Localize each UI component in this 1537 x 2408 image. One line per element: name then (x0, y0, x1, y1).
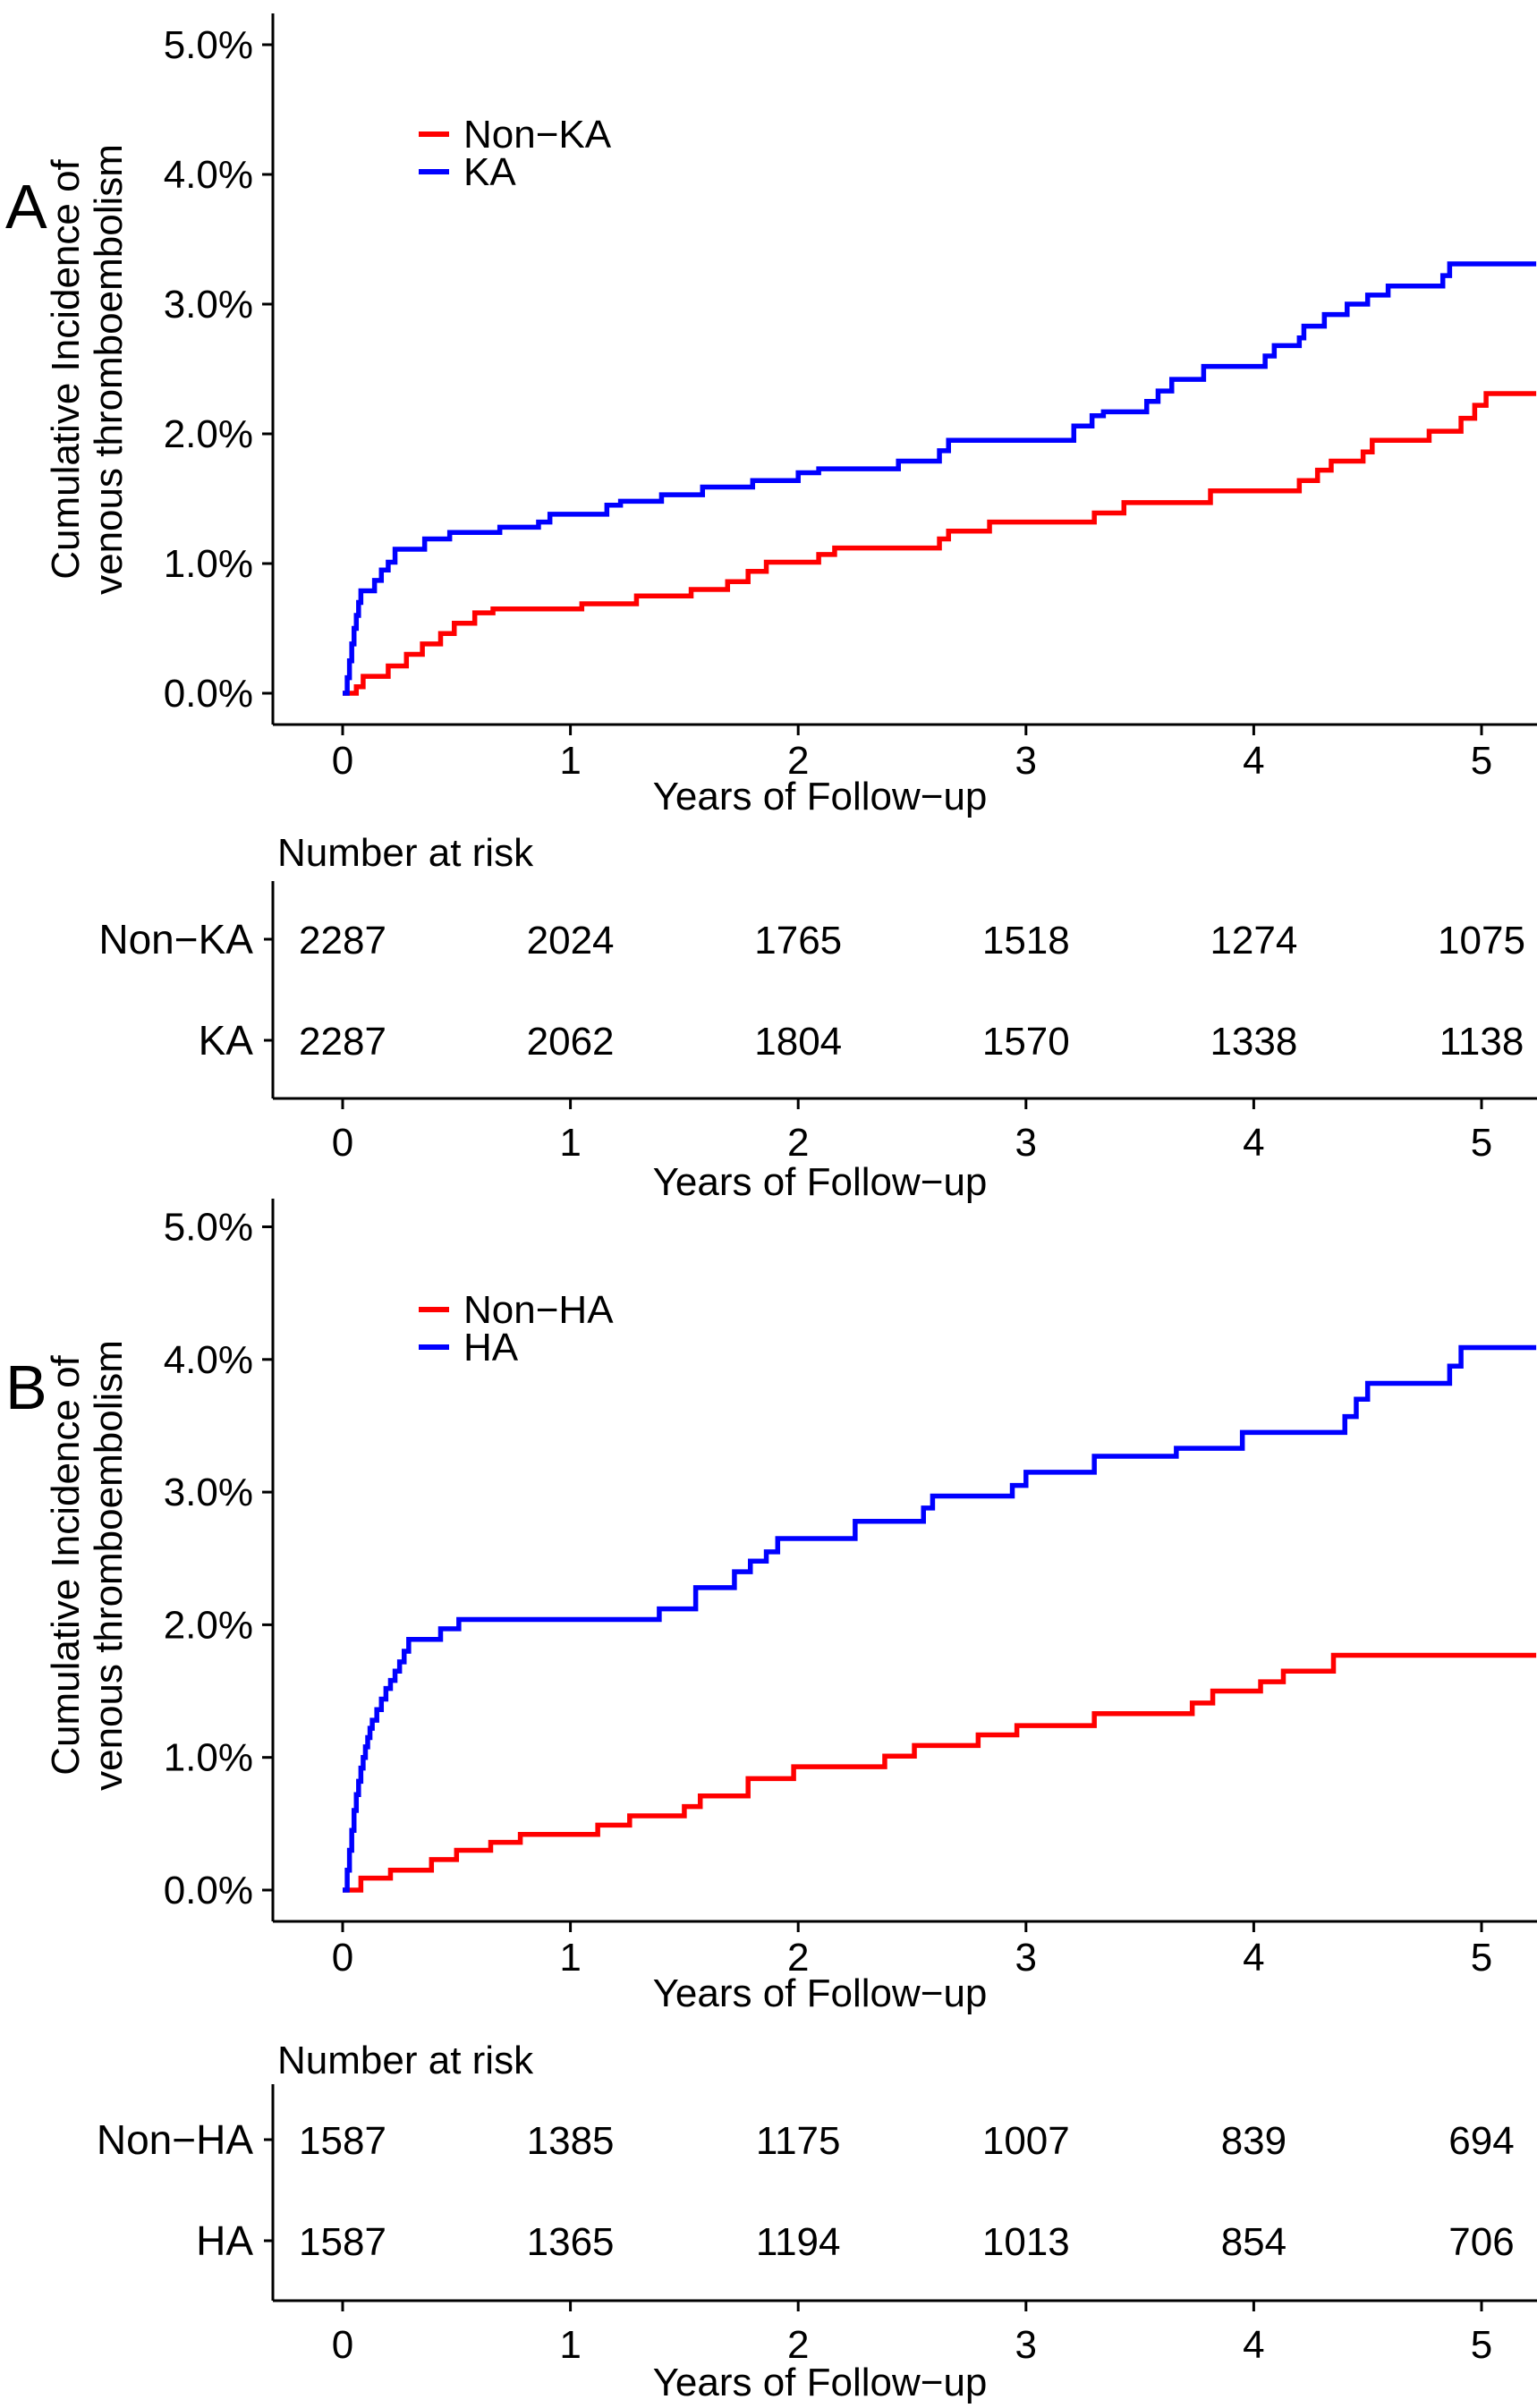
risk-value: 1385 (527, 2119, 615, 2163)
curve-HA (343, 1344, 1537, 1893)
risk-value: 1274 (1210, 919, 1297, 962)
y-tick-label: 5.0% (164, 23, 253, 67)
legend-label: HA (463, 1326, 519, 1369)
risk-value: 2062 (527, 1020, 615, 1064)
x-axis-title: Years of Follow−up (653, 775, 988, 818)
risk-x-tick-label: 4 (1243, 1121, 1264, 1165)
y-tick-label: 3.0% (164, 1471, 253, 1514)
risk-x-axis-title: Years of Follow−up (653, 2361, 988, 2404)
curve-Non−KA (343, 391, 1537, 696)
risk-x-tick-label: 3 (1015, 2323, 1037, 2367)
curve-Non−HA (343, 1652, 1537, 1893)
risk-value: 854 (1221, 2220, 1286, 2264)
x-tick-label: 5 (1471, 739, 1492, 783)
legend-label: Non−HA (463, 1288, 614, 1332)
y-axis-title-line1: Cumulative Incidence of (44, 158, 88, 579)
risk-value: 839 (1221, 2119, 1286, 2163)
risk-value: 2287 (299, 919, 386, 962)
risk-x-tick-label: 0 (332, 2323, 353, 2367)
risk-value: 1765 (754, 919, 842, 962)
risk-value: 2024 (527, 919, 615, 962)
panel-b: 0.0% 1.0% 2.0% 3.0% 4.0% 5.0% 0 1 2 3 4 5 Years of F… (44, 1199, 1537, 2404)
number-at-risk-title: Number at risk (277, 2039, 534, 2082)
risk-value: 1804 (754, 1020, 842, 1064)
risk-value: 1013 (982, 2220, 1070, 2264)
x-tick-label: 0 (332, 1936, 353, 1980)
risk-x-tick-label: 2 (787, 1121, 809, 1165)
risk-row-label: HA (196, 2217, 253, 2264)
number-at-risk-title: Number at risk (277, 831, 534, 875)
risk-row-label: KA (199, 1017, 254, 1064)
x-tick-label: 4 (1243, 1936, 1264, 1980)
x-tick-label: 1 (559, 1936, 581, 1980)
risk-value: 1175 (756, 2119, 841, 2163)
risk-row-label: Non−HA (97, 2116, 253, 2163)
y-tick-label: 4.0% (164, 153, 253, 197)
y-tick-label: 4.0% (164, 1338, 253, 1382)
y-tick-label: 0.0% (164, 1869, 253, 1912)
risk-x-tick-label: 5 (1471, 1121, 1492, 1165)
legend-label: KA (463, 150, 516, 194)
risk-value: 1075 (1438, 919, 1525, 962)
risk-value: 1138 (1439, 1020, 1524, 1064)
risk-x-tick-label: 2 (787, 2323, 809, 2367)
risk-value: 1587 (299, 2220, 386, 2264)
risk-value: 1365 (527, 2220, 615, 2264)
risk-value: 1570 (982, 1020, 1070, 1064)
y-tick-label: 2.0% (164, 1603, 253, 1647)
y-axis-title-line1: Cumulative Incidence of (44, 1354, 88, 1775)
risk-row-label: Non−KA (98, 916, 253, 962)
risk-value: 1587 (299, 2119, 386, 2163)
y-tick-label: 1.0% (164, 1736, 253, 1780)
x-tick-label: 3 (1015, 739, 1037, 783)
risk-x-tick-label: 4 (1243, 2323, 1264, 2367)
y-tick-label: 3.0% (164, 283, 253, 326)
risk-x-tick-label: 0 (332, 1121, 353, 1165)
risk-value: 706 (1448, 2220, 1514, 2264)
risk-value: 1338 (1210, 1020, 1297, 1064)
x-tick-label: 0 (332, 739, 353, 783)
risk-value: 1518 (982, 919, 1070, 962)
panel-a-label: A (5, 172, 47, 242)
y-tick-label: 2.0% (164, 412, 253, 456)
x-tick-label: 1 (559, 739, 581, 783)
risk-x-tick-label: 1 (559, 2323, 581, 2367)
x-axis-title: Years of Follow−up (653, 1971, 988, 2015)
x-tick-label: 5 (1471, 1936, 1492, 1980)
risk-x-axis-title: Years of Follow−up (653, 1160, 988, 1204)
risk-x-tick-label: 3 (1015, 1121, 1037, 1165)
x-tick-label: 3 (1015, 1936, 1037, 1980)
risk-x-tick-label: 5 (1471, 2323, 1492, 2367)
panel-a: 0.0% 1.0% 2.0% 3.0% 4.0% 5.0% 0 1 2 3 4 5 Years of F… (44, 13, 1537, 1204)
risk-x-tick-label: 1 (559, 1121, 581, 1165)
risk-value: 1007 (982, 2119, 1070, 2163)
risk-value: 1194 (756, 2220, 841, 2264)
x-tick-label: 2 (787, 1936, 809, 1980)
legend-label: Non−KA (463, 113, 612, 157)
y-tick-label: 5.0% (164, 1206, 253, 1250)
y-tick-label: 1.0% (164, 542, 253, 586)
panel-b-label: B (5, 1352, 47, 1422)
y-axis-title-line2: venous thromboembolism (87, 1340, 131, 1791)
risk-value: 694 (1448, 2119, 1514, 2163)
x-tick-label: 4 (1243, 739, 1264, 783)
risk-value: 2287 (299, 1020, 386, 1064)
y-tick-label: 0.0% (164, 672, 253, 716)
x-tick-label: 2 (787, 739, 809, 783)
y-axis-title-line2: venous thromboembolism (87, 144, 131, 595)
curve-KA (343, 261, 1537, 696)
